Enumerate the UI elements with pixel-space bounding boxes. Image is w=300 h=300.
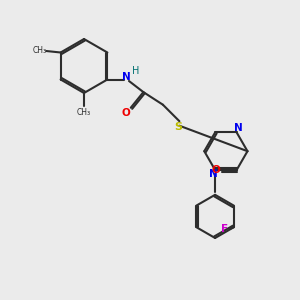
Text: S: S: [174, 122, 182, 132]
Text: H: H: [132, 66, 139, 76]
Text: N: N: [209, 169, 218, 179]
Text: O: O: [211, 165, 220, 175]
Text: F: F: [220, 224, 228, 234]
Text: CH₃: CH₃: [33, 46, 47, 55]
Text: O: O: [122, 108, 131, 118]
Text: N: N: [122, 72, 131, 82]
Text: N: N: [234, 123, 243, 133]
Text: CH₃: CH₃: [77, 108, 91, 117]
